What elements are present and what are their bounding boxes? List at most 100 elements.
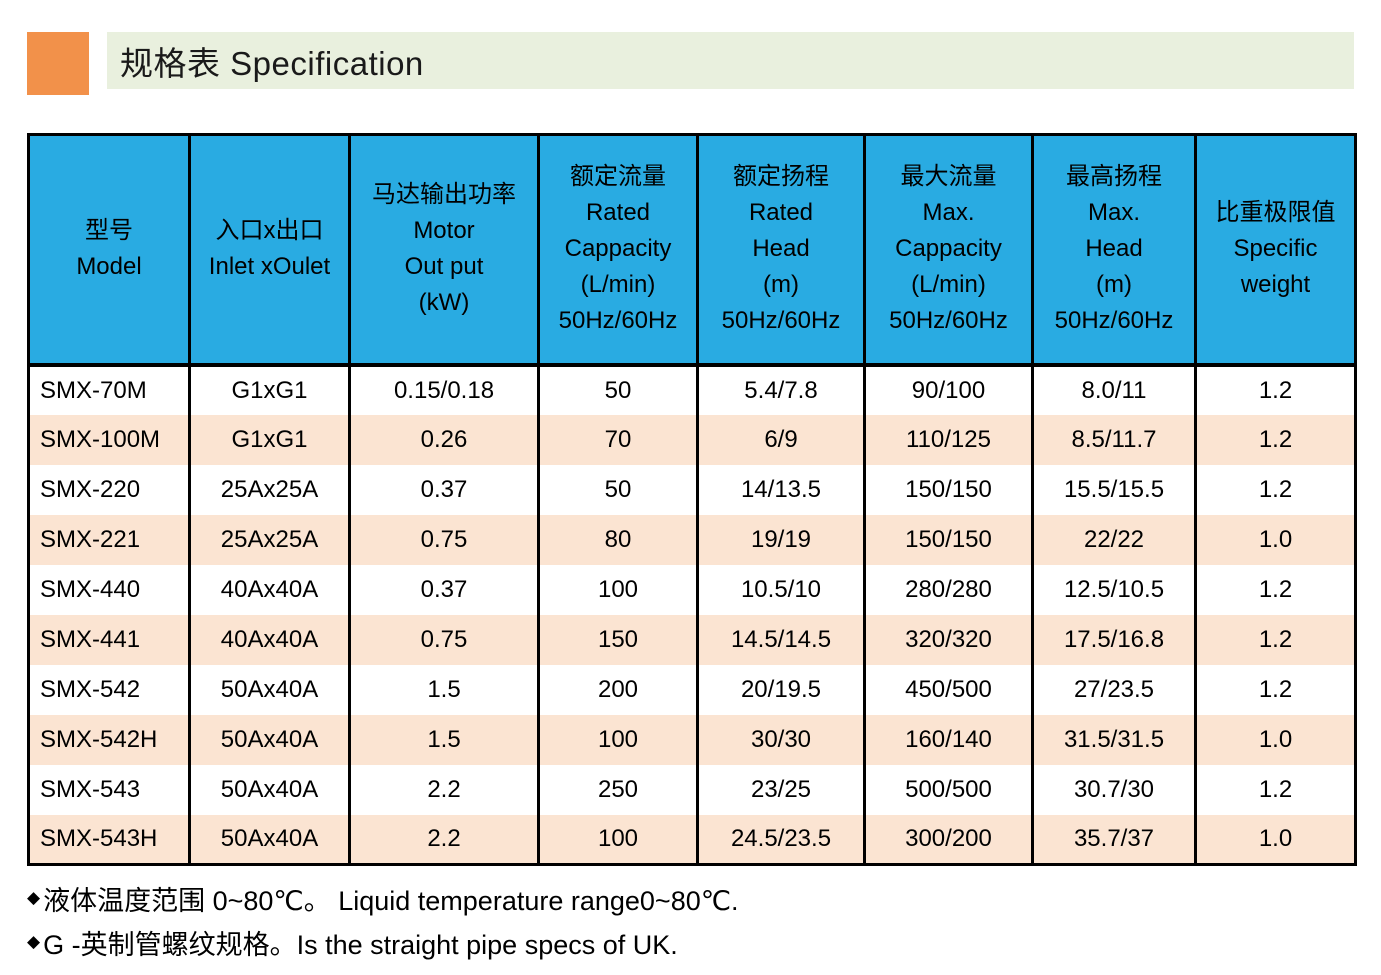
column-header-line: 型号 xyxy=(85,217,133,245)
column-header-line: 最高扬程 xyxy=(1066,163,1162,191)
column-header-line: 50Hz/60Hz xyxy=(1054,307,1174,335)
table-cell: 150/150 xyxy=(863,514,1034,565)
table-cell: 80 xyxy=(537,514,699,565)
table-cell: 31.5/31.5 xyxy=(1031,714,1197,765)
table-cell: 40Ax40A xyxy=(188,564,351,615)
footnote-thread-spec: ◆ G -英制管螺纹规格。Is the straight pipe specs … xyxy=(27,920,739,964)
column-header-line: Specific xyxy=(1233,235,1318,263)
column-header-line: Model xyxy=(76,253,142,281)
table-cell: 2.2 xyxy=(348,814,540,866)
column-header-max-head: 最高扬程 Max. Head (m) 50Hz/60Hz xyxy=(1031,133,1197,367)
column-header-line: Inlet xOulet xyxy=(208,253,331,281)
specification-table: 型号 Model 入口x出口 Inlet xOulet 马达输出功率 Motor Out p… xyxy=(27,133,1357,866)
model-cell: SMX-440 xyxy=(27,564,191,615)
table-cell: 6/9 xyxy=(696,414,866,465)
model-cell: SMX-543H xyxy=(27,814,191,866)
model-cell: SMX-70M xyxy=(27,364,191,415)
table-cell: 24.5/23.5 xyxy=(696,814,866,866)
column-header-line: 马达输出功率 xyxy=(372,181,516,209)
accent-square xyxy=(27,32,89,95)
table-cell: 450/500 xyxy=(863,664,1034,715)
table-cell: 23/25 xyxy=(696,764,866,815)
table-row-smx-220: SMX-220 25Ax25A 0.37 50 14/13.5 150/150 15.5/1… xyxy=(27,464,1357,515)
table-row-smx-440: SMX-440 40Ax40A 0.37 100 10.5/10 280/280 12.5/… xyxy=(27,564,1357,615)
table-cell: 17.5/16.8 xyxy=(1031,614,1197,665)
table-cell: 25Ax25A xyxy=(188,514,351,565)
table-cell: 1.0 xyxy=(1194,714,1357,765)
model-cell: SMX-543 xyxy=(27,764,191,815)
table-cell: 150 xyxy=(537,614,699,665)
column-header-line: weight xyxy=(1240,271,1311,299)
table-cell: 50 xyxy=(537,464,699,515)
table-cell: 0.26 xyxy=(348,414,540,465)
column-header-line: 入口x出口 xyxy=(215,217,324,245)
diamond-bullet-icon: ◆ xyxy=(27,888,41,907)
column-header-line: Motor xyxy=(413,217,475,245)
table-cell: 0.15/0.18 xyxy=(348,364,540,415)
column-header-line: 额定扬程 xyxy=(733,163,829,191)
table-cell: 1.5 xyxy=(348,664,540,715)
table-cell: 20/19.5 xyxy=(696,664,866,715)
table-cell: 1.2 xyxy=(1194,664,1357,715)
table-cell: 0.37 xyxy=(348,564,540,615)
table-row-smx-100m: SMX-100M G1xG1 0.26 70 6/9 110/125 8.5/11.7 1.2 xyxy=(27,414,1357,465)
column-header-motor-output: 马达输出功率 Motor Out put (kW) xyxy=(348,133,540,367)
table-cell: 160/140 xyxy=(863,714,1034,765)
table-cell: 25Ax25A xyxy=(188,464,351,515)
table-cell: 1.5 xyxy=(348,714,540,765)
column-header-max-capacity: 最大流量 Max. Cappacity (L/min) 50Hz/60Hz xyxy=(863,133,1034,367)
footnotes: ◆ 液体温度范围 0~80℃。 Liquid temperature range… xyxy=(27,876,739,964)
table-cell: 12.5/10.5 xyxy=(1031,564,1197,615)
column-header-line: Head xyxy=(1085,235,1143,263)
model-cell: SMX-542 xyxy=(27,664,191,715)
table-cell: 19/19 xyxy=(696,514,866,565)
table-cell: 90/100 xyxy=(863,364,1034,415)
table-cell: 50Ax40A xyxy=(188,664,351,715)
footnote-text: G -英制管螺纹规格。Is the straight pipe specs of… xyxy=(43,929,678,960)
column-header-line: (kW) xyxy=(418,289,470,317)
table-row-smx-441: SMX-441 40Ax40A 0.75 150 14.5/14.5 320/320 17.… xyxy=(27,614,1357,665)
model-cell: SMX-542H xyxy=(27,714,191,765)
header-row: 型号 Model 入口x出口 Inlet xOulet 马达输出功率 Motor Out p… xyxy=(27,133,1357,367)
column-header-line: Cappacity xyxy=(564,235,672,263)
table-cell: 100 xyxy=(537,814,699,866)
table-cell: 1.2 xyxy=(1194,764,1357,815)
column-header-line: (L/min) xyxy=(911,271,986,299)
table-cell: G1xG1 xyxy=(188,414,351,465)
table-cell: 35.7/37 xyxy=(1031,814,1197,866)
page-title: 规格表 Specification xyxy=(120,44,424,82)
diamond-bullet-icon: ◆ xyxy=(27,932,41,951)
table-cell: 110/125 xyxy=(863,414,1034,465)
table-cell: 1.0 xyxy=(1194,514,1357,565)
table-cell: 500/500 xyxy=(863,764,1034,815)
column-header-inlet-outlet: 入口x出口 Inlet xOulet xyxy=(188,133,351,367)
column-header-line: Rated xyxy=(748,199,814,227)
footnote-text: 液体温度范围 0~80℃。 Liquid temperature range0~… xyxy=(43,885,739,916)
table-cell: 27/23.5 xyxy=(1031,664,1197,715)
table-cell: 40Ax40A xyxy=(188,614,351,665)
table-row-smx-543h: SMX-543H 50Ax40A 2.2 100 24.5/23.5 300/200 35.… xyxy=(27,814,1357,866)
column-header-line: 最大流量 xyxy=(900,163,997,191)
table-cell: 280/280 xyxy=(863,564,1034,615)
model-cell: SMX-221 xyxy=(27,514,191,565)
table-cell: 5.4/7.8 xyxy=(696,364,866,415)
table-cell: 0.75 xyxy=(348,614,540,665)
column-header-rated-capacity: 额定流量 Rated Cappacity (L/min) 50Hz/60Hz xyxy=(537,133,699,367)
table-row-smx-542h: SMX-542H 50Ax40A 1.5 100 30/30 160/140 31.5/31… xyxy=(27,714,1357,765)
table-cell: 8.0/11 xyxy=(1031,364,1197,415)
column-header-line: (m) xyxy=(763,271,799,299)
table-row-smx-221: SMX-221 25Ax25A 0.75 80 19/19 150/150 22/22 1.0 xyxy=(27,514,1357,565)
table-cell: 1.0 xyxy=(1194,814,1357,866)
table-cell: 1.2 xyxy=(1194,414,1357,465)
column-header-line: 50Hz/60Hz xyxy=(558,307,678,335)
model-cell: SMX-220 xyxy=(27,464,191,515)
table-cell: 0.75 xyxy=(348,514,540,565)
table-cell: 2.2 xyxy=(348,764,540,815)
column-header-line: Max. xyxy=(922,199,975,227)
table-cell: 8.5/11.7 xyxy=(1031,414,1197,465)
table-cell: 30.7/30 xyxy=(1031,764,1197,815)
column-header-line: 50Hz/60Hz xyxy=(889,307,1008,335)
table-cell: 10.5/10 xyxy=(696,564,866,615)
model-cell: SMX-100M xyxy=(27,414,191,465)
table-cell: 1.2 xyxy=(1194,564,1357,615)
